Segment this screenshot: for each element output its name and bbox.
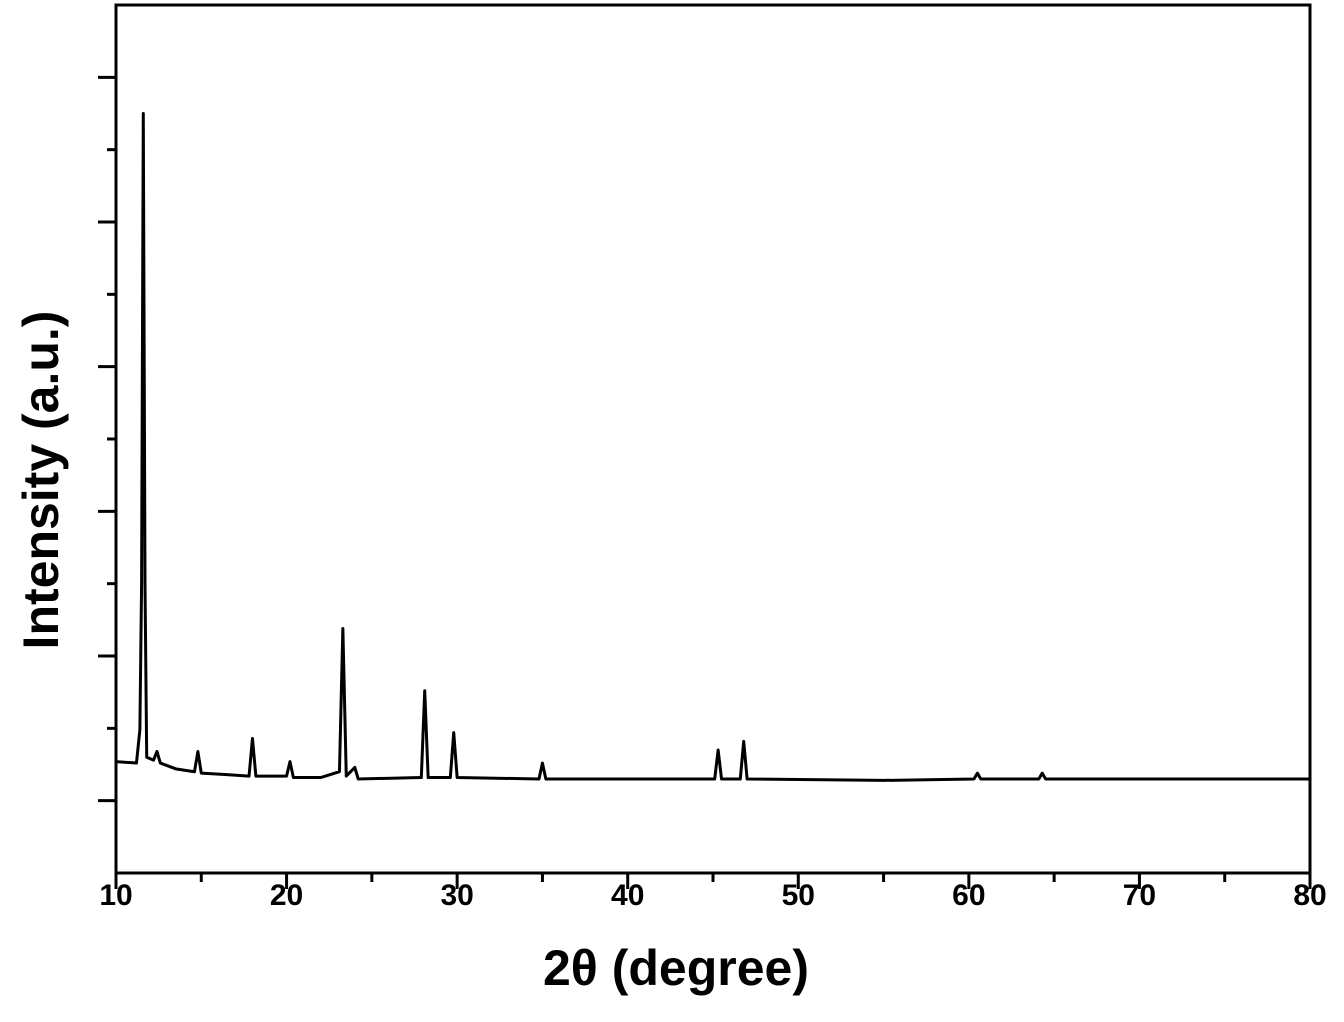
plot-frame (114, 3, 1312, 875)
xrd-line (115, 112, 1310, 782)
x-tick-label: 60 (952, 879, 985, 912)
x-tick-label: 10 (99, 879, 132, 912)
x-tick-label: 20 (270, 879, 303, 912)
y-axis-title: Intensity (a.u.) (13, 311, 69, 650)
x-tick-label: 40 (611, 879, 644, 912)
x-tick-label: 70 (1123, 879, 1156, 912)
x-axis-title: 2θ (degree) (543, 940, 809, 996)
x-tick-label: 30 (440, 879, 473, 912)
x-tick-label: 50 (782, 879, 815, 912)
x-tick-label: 80 (1293, 879, 1326, 912)
